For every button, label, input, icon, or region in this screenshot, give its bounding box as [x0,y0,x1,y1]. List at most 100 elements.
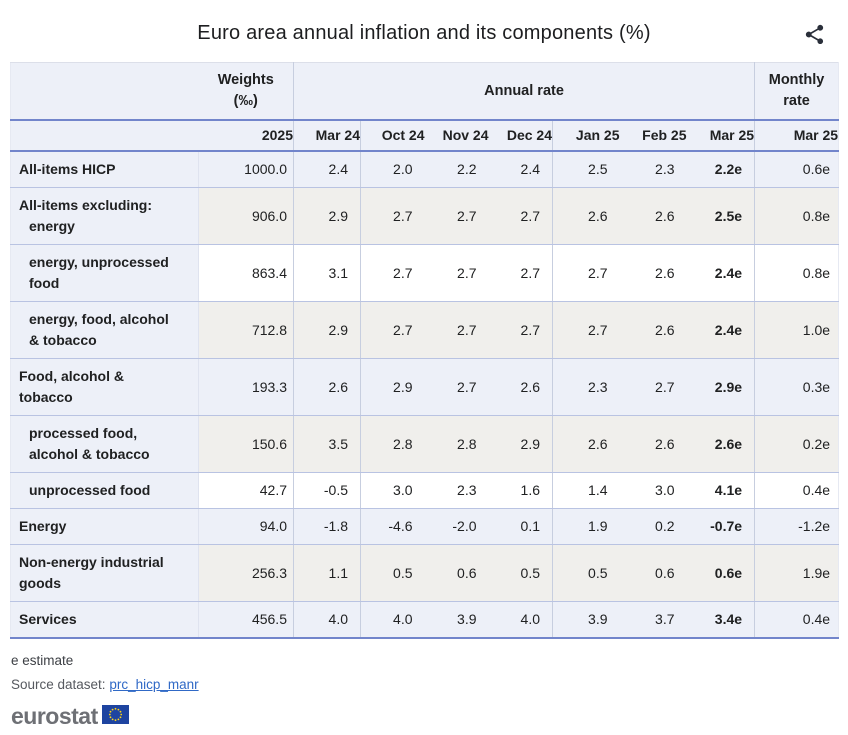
estimate-footnote: e estimate [11,653,74,668]
source-dataset-link[interactable]: prc_hicp_manr [109,677,199,692]
row-label: Food, alcohol & tobacco [10,358,199,416]
annual-rate-cell: 3.9 [552,601,620,639]
weight-cell: 193.3 [198,358,294,416]
annual-rate-cell: 2.4 [293,151,361,188]
annual-rate-cell: 2.7 [619,358,687,416]
annual-rate-cell: 3.5 [293,415,361,473]
weight-cell: 456.5 [198,601,294,639]
table-row: Services 456.5 4.0 4.0 3.9 4.0 3.9 3.7 3.4e 0.4e [10,601,839,639]
annual-rate-cell: 2.3 [424,472,489,509]
period-monthly-mar25: Mar 25 [754,120,839,152]
row-label: processed food, alcohol & tobacco [10,415,199,473]
annual-rate-cell: 2.7 [488,244,553,302]
table-row: All-items excluding: energy 906.0 2.9 2.7 2.7… [10,187,839,245]
eu-flag-icon [101,704,129,729]
weights-header-line1: Weights [217,72,274,88]
annual-rate-cell: 2.6 [552,415,620,473]
row-label: Energy [10,508,199,545]
annual-rate-cell: 2.7 [424,244,489,302]
weight-cell: 712.8 [198,301,294,359]
annual-rate-cell: 2.4e [686,301,756,359]
annual-rate-header: Annual rate [293,62,756,121]
annual-rate-cell: 2.6 [293,358,361,416]
annual-rate-cell: 2.8 [424,415,489,473]
annual-rate-cell: 2.8 [360,415,425,473]
period-dec24: Dec 24 [488,120,553,152]
annual-rate-cell: 4.1e [686,472,756,509]
annual-rate-cell: 2.9 [293,187,361,245]
table-row: processed food, alcohol & tobacco 150.6 3.5… [10,415,839,473]
weight-cell: 94.0 [198,508,294,545]
weights-header-line2: (‰) [233,93,258,109]
annual-rate-cell: 0.6 [619,544,687,602]
annual-rate-cell: 2.3 [619,151,687,188]
annual-rate-cell: 2.4 [488,151,553,188]
annual-rate-cell: -1.8 [293,508,361,545]
annual-rate-cell: 3.0 [619,472,687,509]
annual-rate-cell: 0.5 [360,544,425,602]
annual-rate-cell: 2.6 [488,358,553,416]
table-row: Non-energy industrial goods 256.3 1.1 0.5 0.6… [10,544,839,602]
table-row: Food, alcohol & tobacco 193.3 2.6 2.9 2.7 2.6 2… [10,358,839,416]
weight-cell: 150.6 [198,415,294,473]
monthly-header-line1: Monthly [768,72,825,88]
share-button[interactable] [801,21,827,47]
table-row: unprocessed food 42.7 -0.5 3.0 2.3 1.6 1.4 3.0 4… [10,472,839,509]
annual-rate-cell: 2.7 [552,244,620,302]
source-dataset-line: Source dataset: prc_hicp_manr [11,677,848,692]
monthly-rate-cell: 0.4e [754,472,839,509]
annual-rate-cell: 2.6 [552,187,620,245]
annual-rate-cell: 2.6 [619,187,687,245]
period-oct24: Oct 24 [360,120,425,152]
annual-rate-cell: 2.2 [424,151,489,188]
annual-rate-cell: 0.2 [619,508,687,545]
annual-rate-cell: 2.5 [552,151,620,188]
annual-rate-cell: 2.7 [424,301,489,359]
weight-cell: 906.0 [198,187,294,245]
annual-rate-cell: 2.9 [488,415,553,473]
annual-rate-cell: 2.7 [360,187,425,245]
weight-cell: 42.7 [198,472,294,509]
group-header-row: Weights (‰) Annual rate Monthly rate [10,62,839,121]
annual-rate-cell: 1.4 [552,472,620,509]
annual-rate-cell: 0.6 [424,544,489,602]
table-row: energy, food, alcohol & tobacco 712.8 2.9 2.… [10,301,839,359]
monthly-rate-cell: 0.8e [754,244,839,302]
share-icon [803,23,826,46]
monthly-rate-cell: 1.0e [754,301,839,359]
eurostat-logo[interactable]: eurostat [11,703,848,730]
monthly-rate-cell: 0.4e [754,601,839,639]
annual-rate-cell: 2.7 [488,301,553,359]
weight-cell: 256.3 [198,544,294,602]
annual-rate-cell: -0.5 [293,472,361,509]
weight-cell: 1000.0 [198,151,294,188]
annual-rate-cell: 0.6e [686,544,756,602]
row-label: energy, unprocessed food [10,244,199,302]
annual-rate-cell: 0.1 [488,508,553,545]
annual-rate-cell: 1.9 [552,508,620,545]
annual-rate-cell: 2.6e [686,415,756,473]
page-title: Euro area annual inflation and its compo… [197,22,651,44]
monthly-header-line2: rate [783,93,810,109]
monthly-rate-cell: 0.2e [754,415,839,473]
table-body: All-items HICP 1000.0 2.4 2.0 2.2 2.4 2.5 2.3 2.… [10,151,839,639]
annual-rate-cell: 2.7 [488,187,553,245]
monthly-rate-cell: -1.2e [754,508,839,545]
annual-rate-cell: 2.6 [619,244,687,302]
monthly-rate-cell: 0.8e [754,187,839,245]
period-mar25: Mar 25 [686,120,756,152]
annual-rate-cell: 0.5 [552,544,620,602]
annual-rate-cell: -4.6 [360,508,425,545]
annual-rate-cell: 4.0 [360,601,425,639]
row-label: energy, food, alcohol & tobacco [10,301,199,359]
annual-rate-cell: 2.6 [619,301,687,359]
annual-rate-cell: -2.0 [424,508,489,545]
annual-rate-cell: 2.7 [424,187,489,245]
annual-rate-cell: 3.0 [360,472,425,509]
row-label: Services [10,601,199,639]
monthly-rate-cell: 0.3e [754,358,839,416]
monthly-rate-header: Monthly rate [754,62,839,121]
annual-rate-cell: 2.7 [360,301,425,359]
row-label: Non-energy industrial goods [10,544,199,602]
source-dataset-label: Source dataset: [11,677,106,692]
